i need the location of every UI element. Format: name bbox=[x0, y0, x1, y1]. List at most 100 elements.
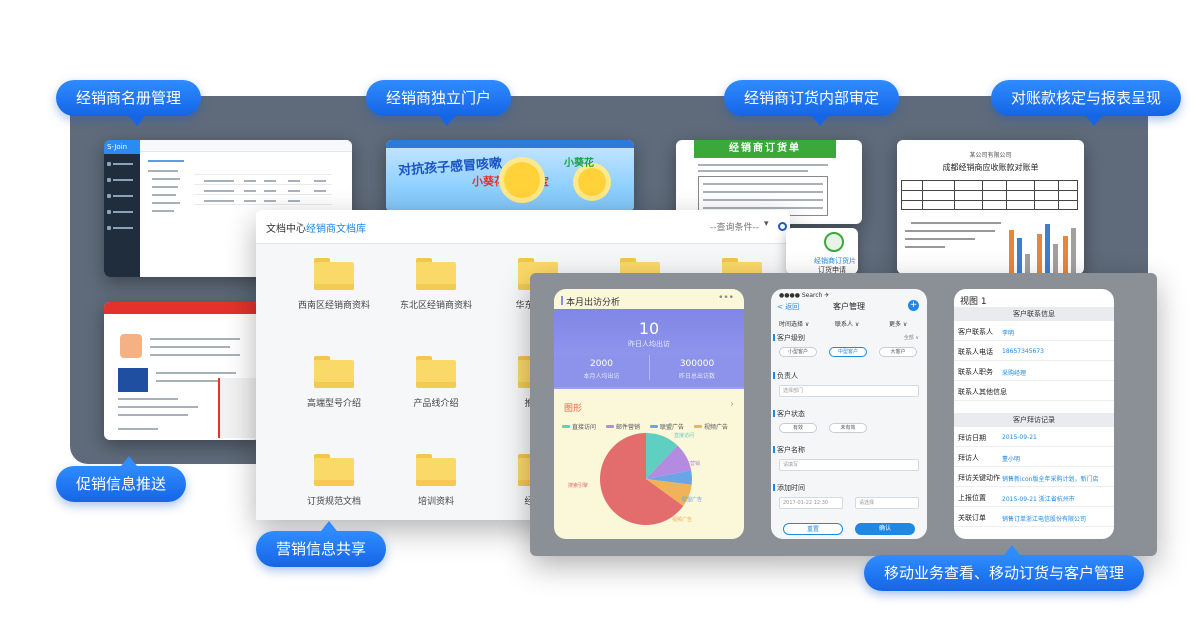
legend-swatch bbox=[650, 425, 658, 428]
legend-entry: 联盟广告 bbox=[650, 422, 684, 431]
folder-item[interactable]: 高端型号介绍 bbox=[284, 356, 384, 409]
big-value: 10 bbox=[638, 319, 660, 338]
section-contact: 客户联系信息 bbox=[954, 307, 1114, 321]
search-icon[interactable] bbox=[778, 222, 787, 231]
level-all-select[interactable]: 全部 ∨ bbox=[903, 335, 919, 341]
time-label: 添加时间 bbox=[773, 484, 805, 492]
label-marketing-share: 营销信息共享 bbox=[256, 521, 387, 567]
filter-time[interactable]: 时间选择 ∨ bbox=[779, 321, 810, 328]
back-button[interactable]: < 返回 bbox=[777, 303, 800, 311]
report-bar bbox=[1017, 238, 1022, 274]
level-chip[interactable]: 大客户 bbox=[879, 347, 917, 357]
pie-label: 邮件营销 bbox=[680, 460, 700, 467]
add-icon[interactable]: + bbox=[908, 300, 919, 311]
detail-key: 关联订单 bbox=[958, 514, 986, 522]
stat-label: 昨日总出访数 bbox=[678, 373, 715, 380]
detail-key: 拜访日期 bbox=[958, 434, 986, 442]
sidebar-item bbox=[104, 190, 140, 202]
legend-label: 直接访问 bbox=[572, 424, 597, 431]
page-title: 客户管理 bbox=[833, 302, 865, 311]
label-order-review: 经销商订货内部审定 bbox=[724, 80, 900, 126]
chart-section-title: 图形 bbox=[564, 404, 583, 414]
breadcrumb-current[interactable]: 经销商文档库 bbox=[306, 224, 366, 235]
detail-value: 董小明 bbox=[1002, 456, 1021, 463]
sunflower-mascot-icon bbox=[578, 168, 606, 196]
detail-key: 上报位置 bbox=[958, 494, 986, 502]
legend-swatch bbox=[606, 425, 614, 428]
report-bar bbox=[1045, 224, 1050, 274]
reset-button[interactable]: 重置 bbox=[783, 523, 843, 535]
stat-1: 2000 本月人均出访 bbox=[554, 355, 649, 380]
status-bar: ●●●● Search ✈ bbox=[779, 292, 830, 299]
legend-entry: 邮件营销 bbox=[606, 422, 640, 431]
folder-label: 产品线介绍 bbox=[413, 399, 459, 409]
chat-line-1: 经销商订货片 bbox=[814, 257, 856, 265]
customer-detail-phone: 视图 1 客户联系信息 客户联系人 李明 联系人电话 18657345673 联系人职务… bbox=[954, 289, 1114, 539]
detail-key: 客户联系人 bbox=[958, 328, 993, 336]
folder-item[interactable]: 培训资料 bbox=[386, 454, 486, 507]
folder-icon bbox=[416, 454, 456, 486]
detail-value: 18657345673 bbox=[1002, 348, 1044, 355]
folder-icon bbox=[416, 356, 456, 388]
name-label: 客户名称 bbox=[773, 446, 805, 454]
pie-slice bbox=[646, 433, 678, 479]
query-condition-input[interactable] bbox=[710, 221, 762, 235]
legend-swatch bbox=[562, 425, 570, 428]
report-bar bbox=[1071, 228, 1076, 274]
customer-filter-phone: ●●●● Search ✈ < 返回 客户管理 + 时间选择 ∨ 联系人 ∨ 更… bbox=[771, 289, 927, 539]
level-chip[interactable]: 小型客户 bbox=[779, 347, 817, 357]
admin-sidebar: S-Join bbox=[104, 140, 140, 277]
report-bar bbox=[1009, 230, 1014, 274]
sidebar-item bbox=[104, 206, 140, 218]
detail-key: 联系人其他信息 bbox=[958, 388, 1007, 396]
time-to-input[interactable]: 请选择 bbox=[855, 497, 919, 509]
owner-select[interactable]: 选择部门 bbox=[779, 385, 919, 397]
time-from-input[interactable]: 2017-01-22 12:30 bbox=[779, 497, 843, 509]
detail-row: 联系人职务 采购经理 bbox=[954, 363, 1114, 381]
dealer-portal-screenshot: 对抗孩子感冒咳嗽 小葵花抗感宝宝 小葵花 bbox=[386, 140, 634, 212]
promo-push-screenshot bbox=[104, 302, 260, 440]
state-chip[interactable]: 有效 bbox=[779, 423, 817, 433]
level-chip[interactable]: 中型客户 bbox=[829, 347, 867, 357]
mobile-screens-panel: 本月出访分析 ••• 10 昨日人均出访 2000 本月人均出访 300000 … bbox=[530, 273, 1157, 556]
filter-contact[interactable]: 联系人 ∨ bbox=[835, 321, 860, 328]
legend-label: 视频广告 bbox=[704, 424, 729, 431]
chevron-right-icon[interactable]: › bbox=[730, 399, 734, 410]
folder-item[interactable]: 产品线介绍 bbox=[386, 356, 486, 409]
report-bar bbox=[1063, 236, 1068, 274]
legend-label: 邮件营销 bbox=[616, 424, 641, 431]
label-promo-push: 促销信息推送 bbox=[56, 456, 187, 502]
chevron-down-icon[interactable]: ▾ bbox=[764, 219, 769, 229]
legend-entry: 直接访问 bbox=[562, 422, 596, 431]
order-form-title: 经销商订货单 bbox=[694, 140, 836, 158]
folder-item[interactable]: 西南区经销商资料 bbox=[284, 258, 384, 311]
detail-value: 2015-09-21 浙江省杭州市 bbox=[1002, 496, 1075, 503]
confirm-button[interactable]: 确认 bbox=[855, 523, 915, 535]
sidebar-item bbox=[104, 222, 140, 234]
promo-product-image bbox=[118, 368, 148, 392]
view-title: 视图 1 bbox=[960, 297, 987, 307]
folder-item[interactable]: 订货规范文档 bbox=[284, 454, 384, 507]
stat-value: 300000 bbox=[679, 359, 715, 369]
chat-line-2: 订货申请 bbox=[818, 266, 846, 274]
state-chip[interactable]: 未有效 bbox=[829, 423, 867, 433]
more-icon[interactable]: ••• bbox=[718, 293, 734, 303]
order-chat-peek: 经销商订货片 订货申请 bbox=[786, 228, 858, 274]
pie-label: 直接访问 bbox=[674, 432, 694, 439]
detail-value: 李明 bbox=[1002, 330, 1015, 337]
folder-icon bbox=[416, 258, 456, 290]
breadcrumb-root[interactable]: 文档中心 bbox=[266, 224, 306, 235]
detail-row: 关联订单 销售订单浙江电信股份有限公司 bbox=[954, 509, 1114, 527]
label-reconcile: 对账款核定与报表呈现 bbox=[991, 80, 1182, 126]
stat-label: 本月人均出访 bbox=[583, 373, 620, 380]
report-company: 某公司有限公司 bbox=[969, 152, 1012, 159]
filter-more[interactable]: 更多 ∨ bbox=[889, 321, 908, 328]
report-bar-chart bbox=[1005, 216, 1077, 274]
customer-name-input[interactable]: 请填写 bbox=[779, 459, 919, 471]
folder-item[interactable]: 东北区经销商资料 bbox=[386, 258, 486, 311]
label-dealer-portal: 经销商独立门户 bbox=[366, 80, 512, 126]
detail-value: 2015-09-21 bbox=[1002, 434, 1037, 441]
detail-value: 销售新icon版全年采购计划，新门店 bbox=[1002, 476, 1099, 483]
legend-entry: 视频广告 bbox=[694, 422, 728, 431]
